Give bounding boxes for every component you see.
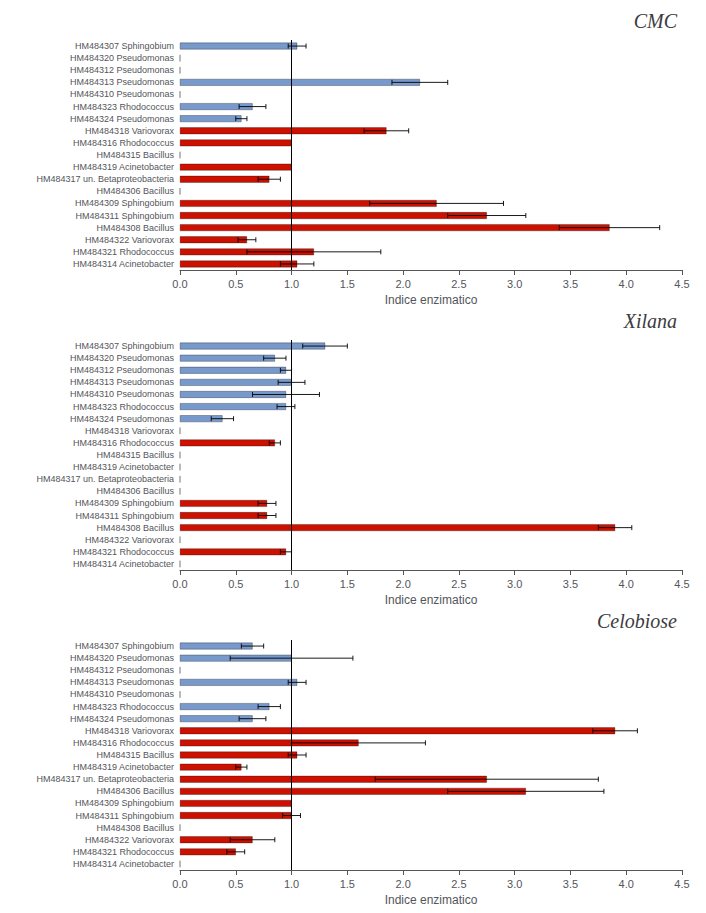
svg-text:HM484313 Pseudomonas: HM484313 Pseudomonas — [70, 677, 175, 687]
svg-text:4.0: 4.0 — [619, 578, 634, 590]
svg-text:HM484320 Pseudomonas: HM484320 Pseudomonas — [70, 353, 175, 363]
svg-text:HM484314 Acinetobacter: HM484314 Acinetobacter — [73, 259, 174, 269]
svg-text:0.0: 0.0 — [172, 878, 187, 890]
svg-text:2.5: 2.5 — [451, 878, 466, 890]
svg-text:HM484317 un. Betaproteobacteri: HM484317 un. Betaproteobacteria — [36, 174, 174, 184]
svg-text:HM484308 Bacillus: HM484308 Bacillus — [96, 223, 174, 233]
svg-text:4.0: 4.0 — [619, 878, 634, 890]
svg-text:Xilana: Xilana — [623, 310, 677, 332]
svg-text:HM484315 Bacillus: HM484315 Bacillus — [96, 150, 174, 160]
svg-text:2.0: 2.0 — [395, 278, 410, 290]
svg-text:HM484320 Pseudomonas: HM484320 Pseudomonas — [70, 53, 175, 63]
svg-text:HM484310 Pseudomonas: HM484310 Pseudomonas — [70, 689, 175, 699]
svg-text:1.5: 1.5 — [340, 578, 355, 590]
svg-text:HM484310 Pseudomonas: HM484310 Pseudomonas — [70, 389, 175, 399]
svg-text:HM484322 Variovorax: HM484322 Variovorax — [85, 835, 174, 845]
svg-text:HM484309 Sphingobium: HM484309 Sphingobium — [75, 498, 174, 508]
svg-text:HM484316 Rhodococcus: HM484316 Rhodococcus — [73, 138, 175, 148]
svg-text:2.5: 2.5 — [451, 578, 466, 590]
svg-text:HM484321 Rhodococcus: HM484321 Rhodococcus — [73, 847, 175, 857]
svg-text:HM484318 Variovorax: HM484318 Variovorax — [85, 426, 174, 436]
svg-text:2.0: 2.0 — [395, 878, 410, 890]
svg-text:Indice enzimatico: Indice enzimatico — [385, 293, 478, 307]
svg-text:Celobiose: Celobiose — [597, 610, 677, 632]
svg-text:HM484307 Sphingobium: HM484307 Sphingobium — [75, 341, 174, 351]
svg-text:HM484321 Rhodococcus: HM484321 Rhodococcus — [73, 547, 175, 557]
svg-text:HM484319 Acinetobacter: HM484319 Acinetobacter — [73, 762, 174, 772]
svg-text:HM484323 Rhodococcus: HM484323 Rhodococcus — [73, 102, 175, 112]
svg-text:HM484306 Bacillus: HM484306 Bacillus — [96, 786, 174, 796]
svg-text:0.0: 0.0 — [172, 578, 187, 590]
svg-text:Indice enzimatico: Indice enzimatico — [385, 893, 478, 907]
svg-text:HM484312 Pseudomonas: HM484312 Pseudomonas — [70, 365, 175, 375]
svg-text:HM484311 Sphingobium: HM484311 Sphingobium — [76, 811, 174, 821]
svg-text:HM484309 Sphingobium: HM484309 Sphingobium — [75, 798, 174, 808]
svg-text:HM484306 Bacillus: HM484306 Bacillus — [96, 186, 174, 196]
svg-text:1.5: 1.5 — [340, 278, 355, 290]
svg-text:2.0: 2.0 — [395, 578, 410, 590]
svg-text:HM484324 Pseudomonas: HM484324 Pseudomonas — [70, 714, 175, 724]
svg-text:HM484314 Acinetobacter: HM484314 Acinetobacter — [73, 859, 174, 869]
svg-text:HM484324 Pseudomonas: HM484324 Pseudomonas — [70, 114, 175, 124]
svg-text:Indice enzimatico: Indice enzimatico — [385, 593, 478, 607]
svg-text:HM484322 Variovorax: HM484322 Variovorax — [85, 235, 174, 245]
svg-text:3.0: 3.0 — [507, 578, 522, 590]
svg-text:3.5: 3.5 — [563, 878, 578, 890]
svg-text:1.0: 1.0 — [284, 578, 299, 590]
svg-text:2.5: 2.5 — [451, 278, 466, 290]
svg-text:HM484315 Bacillus: HM484315 Bacillus — [96, 750, 174, 760]
svg-text:HM484311 Sphingobium: HM484311 Sphingobium — [76, 511, 174, 521]
svg-text:HM484322 Variovorax: HM484322 Variovorax — [85, 535, 174, 545]
svg-text:HM484307 Sphingobium: HM484307 Sphingobium — [75, 41, 174, 51]
svg-text:HM484311 Sphingobium: HM484311 Sphingobium — [76, 211, 174, 221]
svg-text:4.5: 4.5 — [674, 278, 689, 290]
svg-text:3.0: 3.0 — [507, 278, 522, 290]
svg-text:HM484319 Acinetobacter: HM484319 Acinetobacter — [73, 162, 174, 172]
svg-text:4.5: 4.5 — [674, 578, 689, 590]
svg-text:3.5: 3.5 — [563, 278, 578, 290]
svg-text:HM484310 Pseudomonas: HM484310 Pseudomonas — [70, 89, 175, 99]
svg-text:HM484317 un. Betaproteobacteri: HM484317 un. Betaproteobacteria — [36, 774, 174, 784]
svg-text:HM484318 Variovorax: HM484318 Variovorax — [85, 126, 174, 136]
svg-text:0.5: 0.5 — [228, 278, 243, 290]
svg-text:HM484308 Bacillus: HM484308 Bacillus — [96, 523, 174, 533]
svg-text:HM484312 Pseudomonas: HM484312 Pseudomonas — [70, 665, 175, 675]
svg-text:CMC: CMC — [634, 10, 678, 32]
svg-text:HM484315 Bacillus: HM484315 Bacillus — [96, 450, 174, 460]
svg-text:HM484307 Sphingobium: HM484307 Sphingobium — [75, 641, 174, 651]
svg-text:HM484317 un. Betaproteobacteri: HM484317 un. Betaproteobacteria — [36, 474, 174, 484]
svg-text:HM484320 Pseudomonas: HM484320 Pseudomonas — [70, 653, 175, 663]
svg-text:HM484324 Pseudomonas: HM484324 Pseudomonas — [70, 414, 175, 424]
svg-text:HM484316 Rhodococcus: HM484316 Rhodococcus — [73, 438, 175, 448]
svg-text:1.0: 1.0 — [284, 878, 299, 890]
svg-text:HM484318 Variovorax: HM484318 Variovorax — [85, 726, 174, 736]
svg-text:HM484314 Acinetobacter: HM484314 Acinetobacter — [73, 559, 174, 569]
svg-text:1.0: 1.0 — [284, 278, 299, 290]
svg-text:HM484313 Pseudomonas: HM484313 Pseudomonas — [70, 377, 175, 387]
svg-text:3.5: 3.5 — [563, 578, 578, 590]
svg-text:HM484319 Acinetobacter: HM484319 Acinetobacter — [73, 462, 174, 472]
svg-text:0.0: 0.0 — [172, 278, 187, 290]
svg-text:HM484321 Rhodococcus: HM484321 Rhodococcus — [73, 247, 175, 257]
svg-text:HM484313 Pseudomonas: HM484313 Pseudomonas — [70, 77, 175, 87]
svg-text:HM484323 Rhodococcus: HM484323 Rhodococcus — [73, 402, 175, 412]
svg-text:1.5: 1.5 — [340, 878, 355, 890]
svg-text:HM484323 Rhodococcus: HM484323 Rhodococcus — [73, 702, 175, 712]
svg-text:3.0: 3.0 — [507, 878, 522, 890]
svg-text:0.5: 0.5 — [228, 578, 243, 590]
svg-text:HM484306 Bacillus: HM484306 Bacillus — [96, 486, 174, 496]
svg-text:HM484308 Bacillus: HM484308 Bacillus — [96, 823, 174, 833]
svg-text:4.0: 4.0 — [619, 278, 634, 290]
svg-text:HM484312 Pseudomonas: HM484312 Pseudomonas — [70, 65, 175, 75]
svg-text:4.5: 4.5 — [674, 878, 689, 890]
svg-text:0.5: 0.5 — [228, 878, 243, 890]
svg-text:HM484316 Rhodococcus: HM484316 Rhodococcus — [73, 738, 175, 748]
svg-text:HM484309 Sphingobium: HM484309 Sphingobium — [75, 198, 174, 208]
